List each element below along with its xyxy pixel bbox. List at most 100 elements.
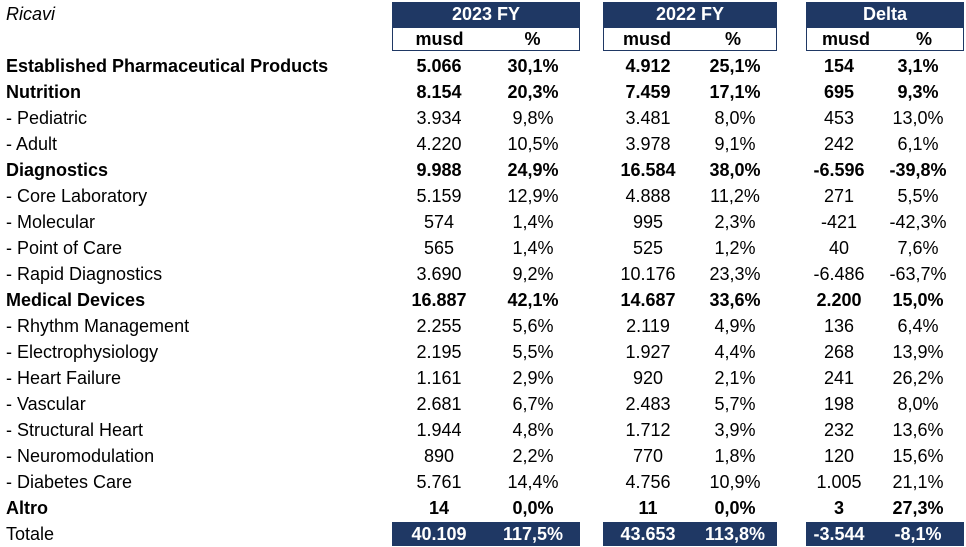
value-delta-musd: -6.486 <box>813 264 865 284</box>
table-row: - Rhythm Management 2.255 5,6% 2.119 4,9% 136… <box>0 313 966 339</box>
value-2023-percent: 9,2% <box>512 264 554 284</box>
row-label: - Diabetes Care <box>6 472 133 492</box>
header-2022-fy: 2022 FY <box>603 2 777 27</box>
table-row: - Heart Failure 1.161 2,9% 920 2,1% 241 26,2% <box>0 365 966 391</box>
value-2023-musd: 2.255 <box>416 316 462 336</box>
value-2022-musd: 4.756 <box>625 472 671 492</box>
table-row: - Adult 4.220 10,5% 3.978 9,1% 242 6,1% <box>0 131 966 157</box>
value-2023-musd: 14 <box>428 498 450 518</box>
value-2023-musd: 4.220 <box>416 134 462 154</box>
value-2023-percent: 1,4% <box>512 238 554 258</box>
value-2022-percent: 3,9% <box>714 420 756 440</box>
value-2022-percent: 9,1% <box>714 134 756 154</box>
value-2023-percent: 20,3% <box>507 82 559 102</box>
total-row: Totale 40.109 117,5% 43.653 113,8% -3.544 -8,1… <box>0 521 966 547</box>
value-2022-percent: 38,0% <box>709 160 761 180</box>
value-2023-musd: 574 <box>423 212 455 232</box>
value-delta-percent: 6,4% <box>897 316 939 336</box>
table-row: Diagnostics 9.988 24,9% 16.584 38,0% -6.596 -3… <box>0 157 966 183</box>
value-delta-percent: 7,6% <box>897 238 939 258</box>
row-label: Altro <box>6 498 48 518</box>
table-row: - Diabetes Care 5.761 14,4% 4.756 10,9% 1.005… <box>0 469 966 495</box>
value-2022-musd: 3.481 <box>625 108 671 128</box>
total-value-2023-musd: 40.109 <box>411 524 467 544</box>
table-row: - Rapid Diagnostics 3.690 9,2% 10.176 23,3% -… <box>0 261 966 287</box>
value-2022-musd: 920 <box>632 368 664 388</box>
value-2022-musd: 3.978 <box>625 134 671 154</box>
table-row: Established Pharmaceutical Products 5.066… <box>0 53 966 79</box>
table-row: Altro 14 0,0% 11 0,0% 3 27,3% <box>0 495 966 521</box>
value-delta-musd: 695 <box>823 82 855 102</box>
subheader-musd: musd <box>415 29 464 49</box>
value-delta-percent: -42,3% <box>889 212 947 232</box>
value-2023-musd: 16.887 <box>411 290 467 310</box>
value-delta-musd: 1.005 <box>816 472 862 492</box>
value-delta-percent: 15,0% <box>892 290 944 310</box>
value-2023-percent: 30,1% <box>507 56 559 76</box>
value-delta-percent: 21,1% <box>892 472 944 492</box>
value-delta-percent: 6,1% <box>897 134 939 154</box>
value-2023-percent: 1,4% <box>512 212 554 232</box>
value-2022-musd: 11 <box>638 498 658 518</box>
row-label: - Rapid Diagnostics <box>6 264 163 284</box>
value-2022-musd: 4.912 <box>625 56 671 76</box>
value-2022-percent: 2,3% <box>714 212 756 232</box>
table-row: - Electrophysiology 2.195 5,5% 1.927 4,4% 268… <box>0 339 966 365</box>
table-row: - Neuromodulation 890 2,2% 770 1,8% 120 15,6% <box>0 443 966 469</box>
row-label: - Pediatric <box>6 108 88 128</box>
table-body: Established Pharmaceutical Products 5.066… <box>0 53 966 547</box>
value-2022-musd: 4.888 <box>625 186 671 206</box>
value-2023-musd: 5.159 <box>416 186 462 206</box>
total-label: Totale <box>6 524 55 544</box>
value-2022-musd: 2.483 <box>625 394 671 414</box>
value-2023-musd: 2.681 <box>416 394 462 414</box>
value-2022-percent: 2,1% <box>714 368 756 388</box>
value-2023-percent: 14,4% <box>507 472 559 492</box>
table-row: Nutrition 8.154 20,3% 7.459 17,1% 695 9,3% <box>0 79 966 105</box>
row-label: Established Pharmaceutical Products <box>6 56 329 76</box>
value-2023-musd: 3.934 <box>416 108 462 128</box>
value-delta-musd: -6.596 <box>813 160 865 180</box>
value-delta-percent: -39,8% <box>889 160 947 180</box>
value-2023-musd: 2.195 <box>416 342 462 362</box>
value-2023-percent: 5,6% <box>512 316 554 336</box>
value-2023-percent: 2,2% <box>512 446 554 466</box>
value-2023-percent: 24,9% <box>507 160 559 180</box>
value-2023-percent: 9,8% <box>512 108 554 128</box>
subheader-percent: % <box>524 29 541 49</box>
value-delta-musd: 40 <box>828 238 850 258</box>
value-2022-percent: 4,4% <box>714 342 756 362</box>
value-2023-musd: 8.154 <box>416 82 462 102</box>
row-label: Nutrition <box>6 82 81 102</box>
total-bar <box>806 522 964 546</box>
row-label: - Structural Heart <box>6 420 144 440</box>
table-row: - Pediatric 3.934 9,8% 3.481 8,0% 453 13,0% <box>0 105 966 131</box>
value-delta-musd: 271 <box>823 186 855 206</box>
row-label: - Core Laboratory <box>6 186 148 206</box>
row-label: - Point of Care <box>6 238 123 258</box>
value-2022-percent: 4,9% <box>714 316 756 336</box>
value-2022-percent: 33,6% <box>709 290 761 310</box>
value-2022-musd: 16.584 <box>620 160 676 180</box>
value-2022-percent: 1,2% <box>714 238 756 258</box>
value-2022-percent: 8,0% <box>714 108 756 128</box>
value-delta-musd: 232 <box>823 420 855 440</box>
value-2022-percent: 1,8% <box>714 446 756 466</box>
total-value-2023-percent: 117,5% <box>502 524 564 544</box>
row-label: - Electrophysiology <box>6 342 159 362</box>
total-value-2022-percent: 113,8% <box>704 524 766 544</box>
value-2023-musd: 9.988 <box>416 160 462 180</box>
table-row: Medical Devices 16.887 42,1% 14.687 33,6% 2.2… <box>0 287 966 313</box>
value-2022-musd: 1.712 <box>625 420 671 440</box>
value-delta-musd: 453 <box>823 108 855 128</box>
value-delta-musd: 268 <box>823 342 855 362</box>
value-2022-musd: 2.119 <box>626 316 670 336</box>
value-2022-percent: 0,0% <box>714 498 756 518</box>
value-delta-musd: 198 <box>823 394 855 414</box>
value-2023-musd: 3.690 <box>416 264 462 284</box>
value-delta-musd: 154 <box>823 56 855 76</box>
value-delta-musd: 241 <box>823 368 855 388</box>
subheader-musd: musd <box>622 29 671 49</box>
value-2023-percent: 10,5% <box>507 134 559 154</box>
value-2022-percent: 11,2% <box>710 186 760 206</box>
